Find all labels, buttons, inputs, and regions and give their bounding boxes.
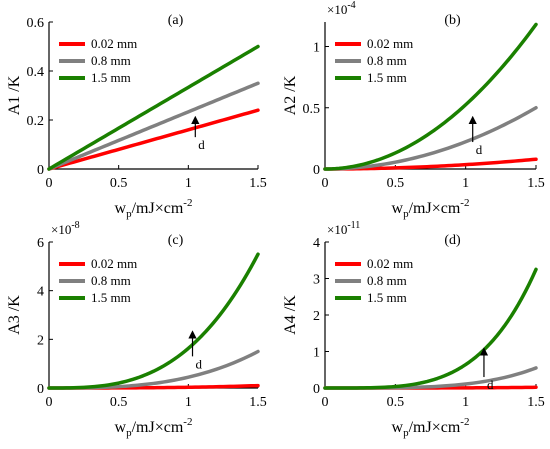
x-tick-label: 0 — [46, 395, 53, 410]
legend-entry: 0.02 mm — [91, 256, 137, 271]
panel-label: (d) — [444, 233, 461, 248]
y-exponent-label: ×10-4 — [327, 0, 356, 17]
x-tick-label: 1.5 — [249, 176, 267, 191]
arrow-label: d — [476, 142, 483, 157]
y-axis-title: A4 /K — [282, 295, 299, 335]
x-axis-title: wp/mJ×cm-2 — [115, 416, 193, 439]
legend-entry: 1.5 mm — [91, 70, 131, 85]
legend-entry: 0.02 mm — [367, 256, 413, 271]
y-tick-label: 6 — [37, 236, 44, 251]
y-tick-label: 0.4 — [27, 65, 45, 80]
series-line-1 — [323, 106, 538, 171]
panel-a: 0 0.5 1 1.5 0 0.2 0.4 0.6 (a) A1 /K wp/mJ×cm-2 0.02… — [6, 13, 267, 220]
y-axis-title: A1 /K — [6, 75, 23, 115]
x-axis-title: wp/mJ×cm-2 — [115, 197, 193, 220]
y-tick-label: 2 — [37, 333, 44, 348]
panel-c: 0 0.5 1 1.5 0 2 4 6 ×10-8 (c) A3 /K wp/mJ×cm-2 0.02 … — [6, 220, 267, 439]
y-tick-label: 0 — [313, 382, 320, 397]
legend-entry: 0.8 mm — [367, 273, 407, 288]
y-tick-label: 1 — [313, 41, 320, 56]
legend-entry: 0.8 mm — [91, 53, 131, 68]
x-tick-label: 0.5 — [387, 395, 405, 410]
y-tick-label: 0.2 — [27, 114, 45, 129]
legend-entry: 1.5 mm — [367, 70, 407, 85]
y-tick-label: 0 — [37, 382, 44, 397]
x-tick-label: 1.5 — [527, 176, 545, 191]
series-line-2 — [323, 22, 538, 171]
y-tick-label: 4 — [313, 236, 320, 251]
panel-d: 0 0.5 1 1.5 0 1 2 3 4 ×10-11 (d) A4 /K wp/mJ×cm-2 0.0… — [282, 220, 545, 439]
series-line-0 — [47, 108, 260, 171]
x-axis-title: wp/mJ×cm-2 — [392, 416, 470, 439]
series-line-1 — [47, 81, 260, 171]
arrow-label: d — [198, 137, 205, 152]
y-exponent-label: ×10-8 — [51, 220, 80, 237]
y-axis-title: A3 /K — [6, 295, 23, 335]
x-tick-label: 0.5 — [110, 176, 128, 191]
y-tick-label: 4 — [37, 285, 44, 300]
series-line-2 — [47, 252, 260, 390]
series-line-2 — [47, 44, 260, 171]
x-tick-label: 1 — [462, 176, 469, 191]
panel-label: (c) — [168, 233, 184, 248]
panel-label: (b) — [444, 13, 461, 28]
legend-entry: 0.02 mm — [367, 36, 413, 51]
x-tick-label: 1 — [185, 176, 192, 191]
legend-entry: 0.8 mm — [91, 273, 131, 288]
legend-entry: 1.5 mm — [91, 290, 131, 305]
x-tick-label: 0.5 — [110, 395, 128, 410]
legend-entry: 0.8 mm — [367, 53, 407, 68]
arrow-label: d — [487, 377, 494, 392]
x-tick-label: 0.5 — [387, 176, 405, 191]
arrow-label: d — [196, 356, 203, 371]
y-tick-label: 2 — [313, 309, 320, 324]
y-tick-label: 0 — [313, 163, 320, 178]
x-tick-label: 1.5 — [527, 395, 545, 410]
y-tick-label: 0 — [37, 163, 44, 178]
panel-b: 0 0.5 1 1.5 0 0.5 1 ×10-4 (b) A2 /K wp/mJ×cm-2 0.02… — [282, 0, 545, 220]
y-tick-label: 0.5 — [303, 102, 321, 117]
y-tick-label: 1 — [313, 346, 320, 361]
series-line-1 — [323, 366, 538, 390]
x-tick-label: 0 — [322, 395, 329, 410]
panel-label: (a) — [168, 13, 184, 28]
series-line-2 — [323, 267, 538, 390]
x-axis-title: wp/mJ×cm-2 — [392, 197, 470, 220]
x-tick-label: 0 — [46, 176, 53, 191]
x-tick-label: 1.5 — [249, 395, 267, 410]
y-tick-label: 3 — [313, 273, 320, 288]
legend-entry: 1.5 mm — [367, 290, 407, 305]
x-tick-label: 1 — [462, 395, 469, 410]
y-axis-title: A2 /K — [282, 75, 299, 115]
x-tick-label: 0 — [322, 176, 329, 191]
y-tick-label: 0.6 — [27, 16, 45, 31]
x-tick-label: 1 — [185, 395, 192, 410]
y-exponent-label: ×10-11 — [327, 220, 360, 237]
legend-entry: 0.02 mm — [91, 36, 137, 51]
